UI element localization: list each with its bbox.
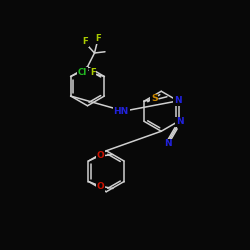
Text: N: N — [176, 117, 184, 126]
Text: Cl: Cl — [78, 68, 87, 76]
Text: S: S — [151, 94, 158, 103]
Text: HN: HN — [114, 107, 129, 116]
Text: N: N — [164, 139, 172, 148]
Text: F: F — [90, 68, 96, 77]
Text: N: N — [174, 96, 182, 105]
Text: O: O — [96, 151, 104, 160]
Text: F: F — [82, 37, 88, 46]
Text: F: F — [96, 34, 102, 43]
Text: O: O — [96, 182, 104, 191]
